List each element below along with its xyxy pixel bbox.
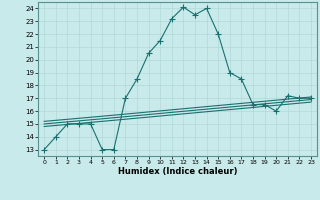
X-axis label: Humidex (Indice chaleur): Humidex (Indice chaleur) [118, 167, 237, 176]
